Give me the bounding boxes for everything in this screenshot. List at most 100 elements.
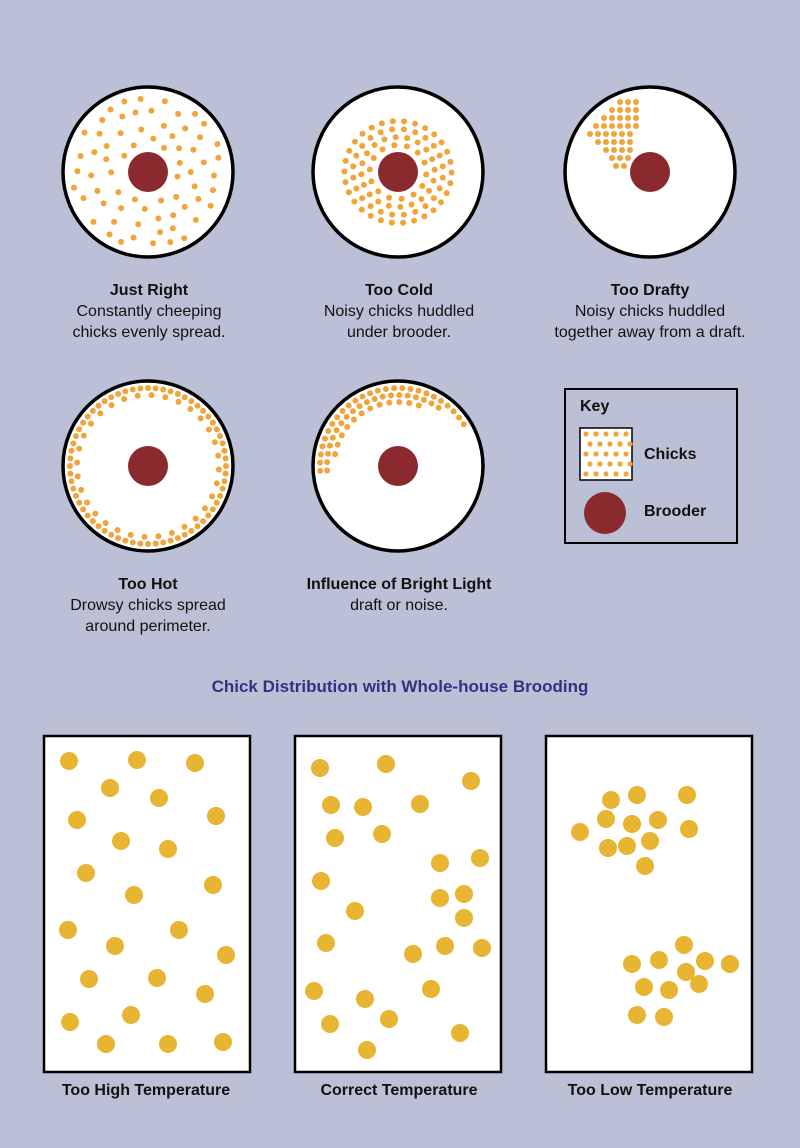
chick-dot <box>90 218 97 225</box>
chick-dot <box>204 876 222 894</box>
chick-dot <box>619 139 625 145</box>
chick-dot <box>141 205 148 212</box>
chick-dot <box>342 157 349 164</box>
chick-dot <box>222 470 229 477</box>
chick-dot <box>439 163 446 170</box>
chick-dot <box>649 811 667 829</box>
chick-dot <box>201 505 208 512</box>
chick-dot <box>436 152 443 159</box>
chick-dot <box>447 158 454 165</box>
chick-dot <box>160 122 167 129</box>
chick-dot <box>389 211 396 218</box>
chick-dot <box>338 420 345 427</box>
chick-dot <box>601 115 607 121</box>
chick-dot <box>412 394 419 401</box>
chick-dot <box>400 219 407 226</box>
chick-dot <box>221 447 228 454</box>
chick-dot <box>167 388 174 395</box>
chick-dot <box>597 441 603 447</box>
chick-dot <box>222 455 229 462</box>
chick-dot <box>633 123 639 129</box>
chick-dot <box>159 1035 177 1053</box>
chick-dot <box>161 144 168 151</box>
chick-dot <box>431 854 449 872</box>
chick-dot <box>209 506 216 513</box>
chick-dot <box>675 936 693 954</box>
chick-dot <box>188 527 195 534</box>
chick-dot <box>84 512 91 519</box>
chick-dot <box>200 518 207 525</box>
chick-dot <box>80 506 87 513</box>
chick-dot <box>611 139 617 145</box>
chick-dot <box>192 110 199 117</box>
chick-dot <box>76 445 83 452</box>
chick-dot <box>129 539 136 546</box>
chick-dot <box>374 387 381 394</box>
chick-dot <box>385 202 392 209</box>
chick-dot <box>115 189 122 196</box>
chick-dot <box>162 394 169 401</box>
chick-dot <box>641 832 659 850</box>
chick-dot <box>595 131 601 137</box>
chick-dot <box>200 407 207 414</box>
chick-dot <box>112 832 130 850</box>
chick-dot <box>379 146 386 153</box>
caption-bright-light: Influence of Bright Light draft or noise… <box>279 574 519 616</box>
chick-dot <box>358 171 365 178</box>
chick-dot <box>587 441 593 447</box>
chick-dot <box>377 755 395 773</box>
chick-dot <box>108 531 115 538</box>
chick-dot <box>423 146 430 153</box>
chick-dot <box>317 934 335 952</box>
chick-dot <box>388 219 395 226</box>
chick-dot <box>127 531 134 538</box>
chick-dot <box>583 451 589 457</box>
chick-dot <box>607 441 613 447</box>
chick-dot <box>209 187 216 194</box>
chick-dot <box>70 485 77 492</box>
chick-dot <box>420 396 427 403</box>
chick-dot <box>392 134 399 141</box>
chick-dot <box>435 404 442 411</box>
chick-dot <box>451 1024 469 1042</box>
chick-dot <box>415 402 422 409</box>
chick-dot <box>117 130 124 137</box>
chick-dot <box>150 789 168 807</box>
chick-dot <box>583 471 589 477</box>
chick-dot <box>448 169 455 176</box>
chick-dot <box>99 117 106 124</box>
chick-dot <box>366 191 373 198</box>
chick-dot <box>587 461 593 467</box>
chick-dot <box>625 155 631 161</box>
chick-dot <box>363 150 370 157</box>
chick-dot <box>89 518 96 525</box>
chick-dot <box>609 115 615 121</box>
chick-dot <box>88 420 95 427</box>
chick-dot <box>438 199 445 206</box>
chick-dot <box>68 811 86 829</box>
chick-dot <box>627 147 633 153</box>
chick-dot <box>422 134 429 141</box>
chick-dot <box>170 921 188 939</box>
chick-dot <box>338 432 345 439</box>
chick-dot <box>326 829 344 847</box>
chick-dot <box>213 480 220 487</box>
chick-dot <box>595 139 601 145</box>
chick-dot <box>607 461 613 467</box>
chick-dot <box>609 107 615 113</box>
chick-dot <box>428 400 435 407</box>
chick-dot <box>174 535 181 542</box>
chick-dot <box>460 421 467 428</box>
chick-dot <box>625 123 631 129</box>
chick-dot <box>367 203 374 210</box>
chick-dot <box>137 385 144 392</box>
chick-dot <box>215 452 222 459</box>
chick-dot <box>221 478 228 485</box>
chick-dot <box>408 201 415 208</box>
chick-dot <box>635 978 653 996</box>
chick-dot <box>346 147 353 154</box>
chick-dot <box>121 396 128 403</box>
chick-dot <box>182 125 189 132</box>
chick-dot <box>430 195 437 202</box>
